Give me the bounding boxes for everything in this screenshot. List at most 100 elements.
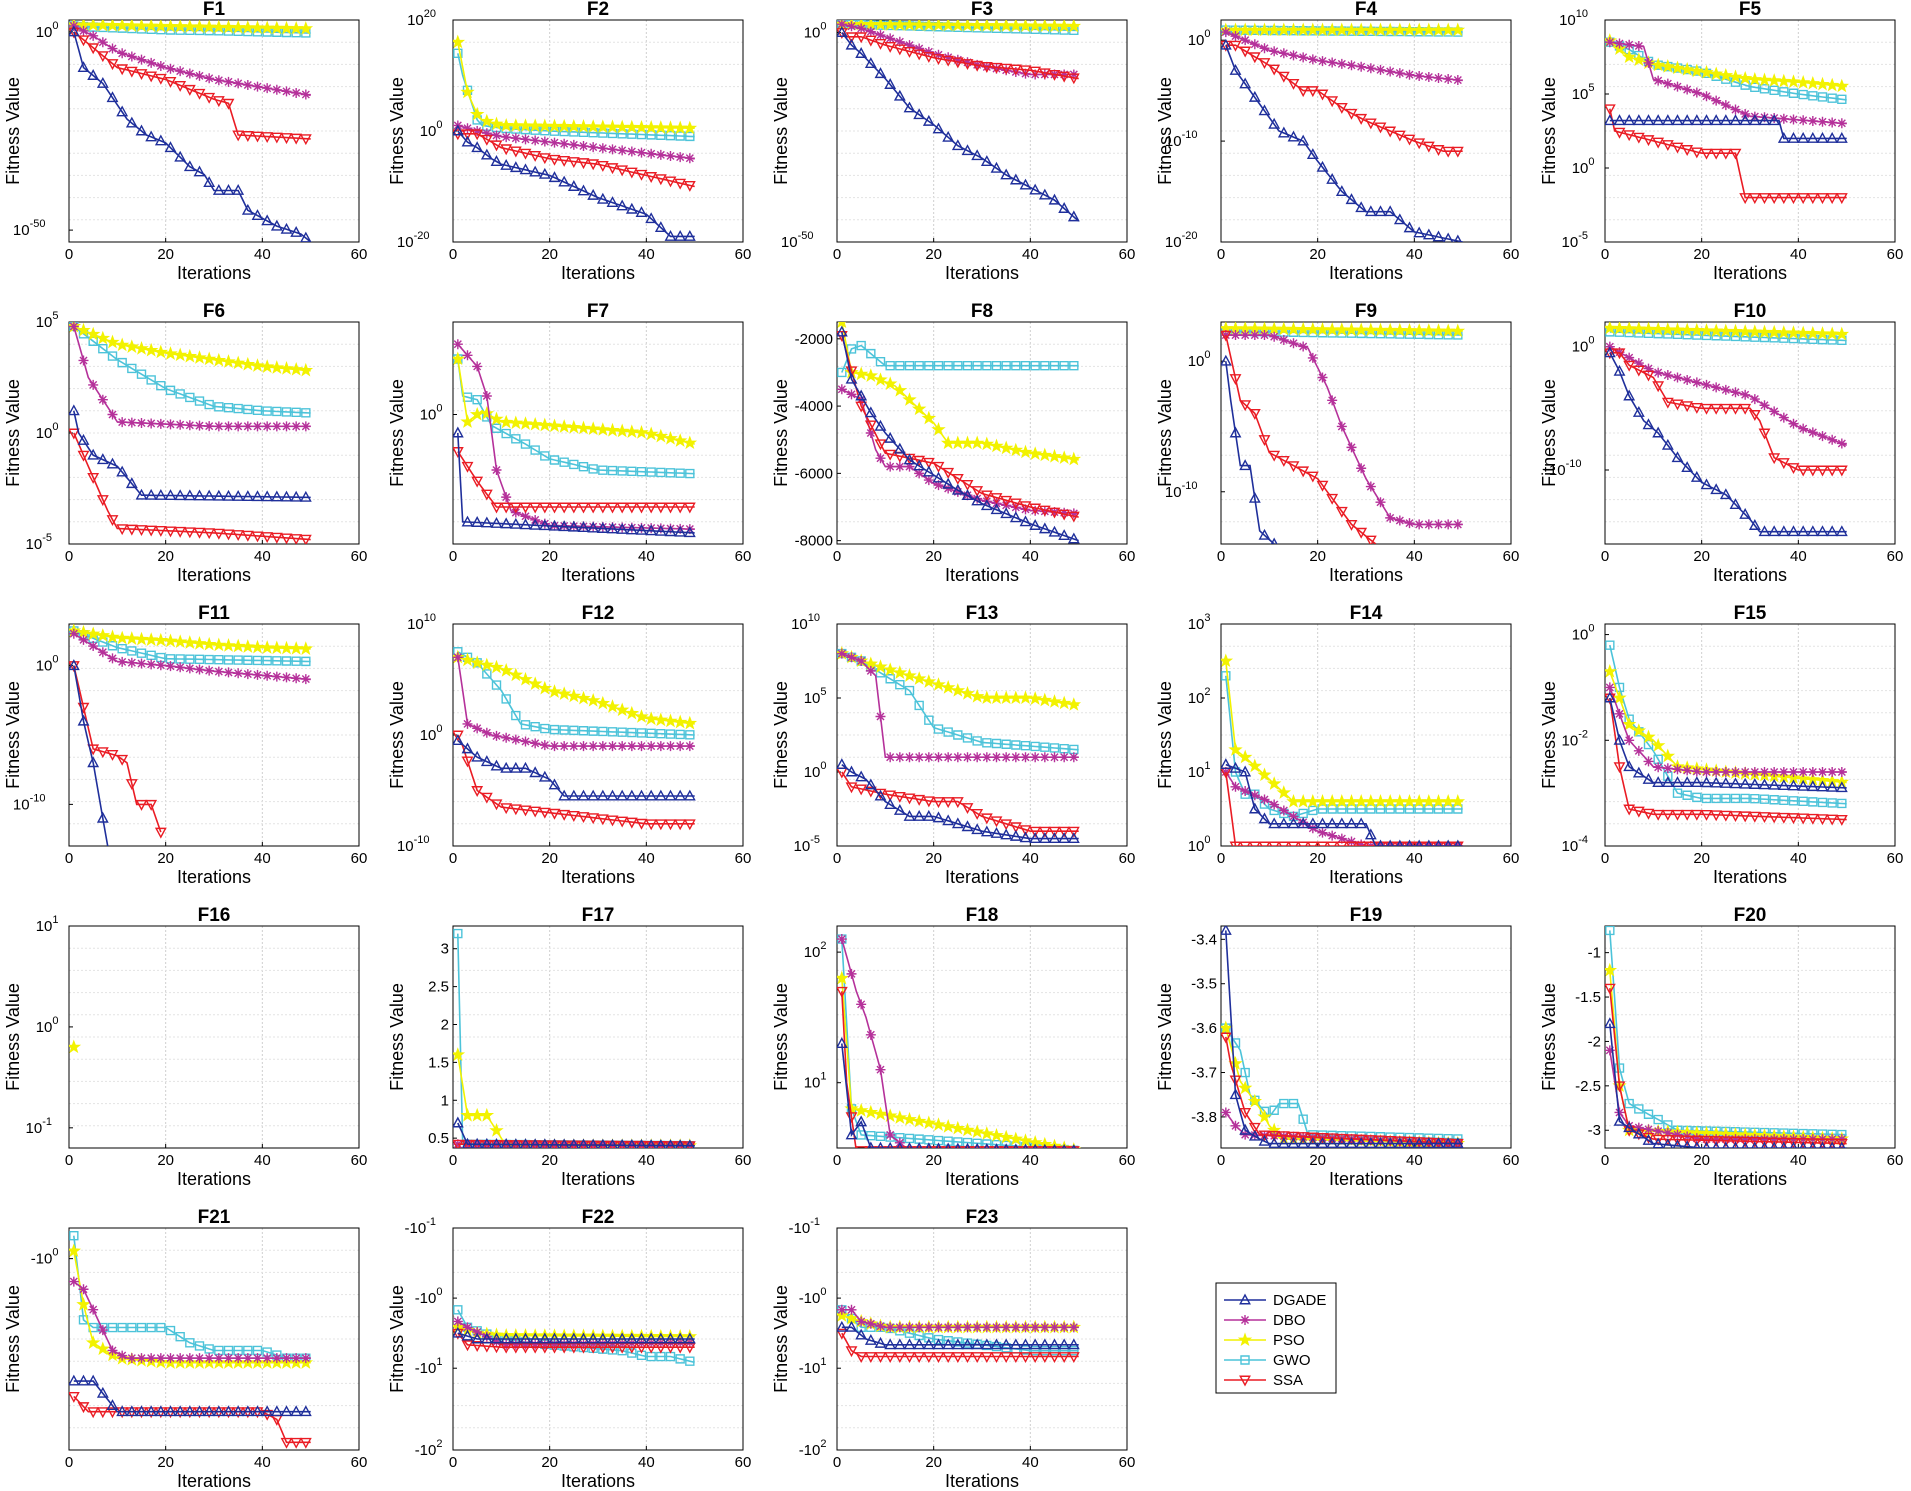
marker-ssa xyxy=(1067,73,1080,85)
y-tick-label: 102 xyxy=(1188,686,1211,707)
marker-ssa xyxy=(932,461,945,473)
marker-dbo xyxy=(914,43,925,54)
y-axis-label: Fitness Value xyxy=(1155,983,1175,1091)
y-tick-label: -101 xyxy=(799,1356,827,1377)
marker-gwo xyxy=(837,648,847,659)
marker-dgade xyxy=(1719,776,1732,788)
marker-dgade xyxy=(674,525,687,537)
marker-gwo xyxy=(291,656,301,666)
marker-ssa xyxy=(932,1146,945,1148)
x-tick-label: 0 xyxy=(833,246,841,263)
marker-dgade xyxy=(1287,817,1300,829)
marker-dgade xyxy=(961,489,974,501)
marker-ssa xyxy=(1229,1075,1242,1087)
marker-dbo xyxy=(1827,434,1838,445)
y-axis-label: Fitness Value xyxy=(387,1285,407,1393)
marker-dbo xyxy=(1423,72,1434,83)
marker-dgade xyxy=(1258,1134,1271,1146)
marker-ssa xyxy=(990,1146,1003,1148)
marker-ssa xyxy=(922,1352,935,1363)
marker-dbo xyxy=(1259,43,1270,54)
marker-gwo xyxy=(665,729,676,739)
x-axis-label: Iterations xyxy=(945,1471,1019,1491)
marker-ssa xyxy=(1816,814,1829,826)
x-tick-label: 60 xyxy=(351,548,368,565)
marker-dbo xyxy=(271,671,282,682)
marker-ssa xyxy=(855,401,868,413)
marker-dgade xyxy=(261,214,274,226)
y-tick-exponent: 1 xyxy=(820,1071,826,1083)
marker-ssa xyxy=(884,41,897,53)
marker-ssa xyxy=(1739,193,1752,205)
y-tick-label: 10-5 xyxy=(1562,230,1588,251)
marker-gwo xyxy=(875,356,886,367)
marker-ssa xyxy=(1613,127,1626,139)
x-tick-label: 0 xyxy=(1217,246,1225,263)
marker-ssa xyxy=(154,73,167,85)
marker-gwo xyxy=(685,131,695,142)
marker-dgade xyxy=(539,1138,551,1148)
x-tick-label: 60 xyxy=(735,1152,752,1169)
marker-ssa xyxy=(645,502,658,514)
marker-ssa xyxy=(154,526,167,537)
marker-pso xyxy=(1037,692,1053,707)
marker-gwo xyxy=(204,654,214,665)
marker-dgade xyxy=(471,750,484,762)
marker-dbo xyxy=(1711,382,1722,393)
marker-gwo xyxy=(1663,1120,1673,1130)
marker-pso xyxy=(556,419,572,433)
marker-ssa xyxy=(942,1146,955,1148)
y-axis-label: Fitness Value xyxy=(1539,379,1559,487)
marker-dbo xyxy=(981,752,992,763)
y-axis-label: Fitness Value xyxy=(1539,681,1559,789)
x-tick-label: 20 xyxy=(541,1454,558,1471)
marker-ssa xyxy=(261,532,274,544)
marker-dgade xyxy=(1376,839,1385,846)
marker-gwo xyxy=(1288,1098,1299,1109)
subplot-title: F1 xyxy=(203,0,226,20)
marker-ssa xyxy=(1826,465,1839,477)
marker-dbo xyxy=(262,421,273,432)
marker-gwo xyxy=(185,1338,195,1348)
marker-dbo xyxy=(530,135,541,146)
marker-ssa xyxy=(942,797,955,809)
marker-dbo xyxy=(952,486,963,497)
marker-pso xyxy=(682,120,698,135)
marker-dbo xyxy=(300,1353,311,1364)
marker-dbo xyxy=(1317,56,1328,67)
marker-gwo xyxy=(107,1322,118,1333)
marker-ssa xyxy=(596,502,609,514)
marker-pso xyxy=(1679,62,1695,76)
marker-gwo xyxy=(846,1313,857,1324)
marker-dgade xyxy=(1671,451,1684,463)
marker-pso xyxy=(95,1341,111,1356)
marker-dbo xyxy=(885,461,896,472)
marker-ssa xyxy=(280,133,293,145)
y-tick-exponent: 0 xyxy=(436,1286,442,1298)
marker-ssa xyxy=(1316,1132,1329,1144)
subplot-title: F21 xyxy=(198,1207,231,1228)
marker-dgade xyxy=(1835,525,1848,537)
marker-ssa xyxy=(971,60,984,72)
marker-pso xyxy=(211,352,227,367)
marker-dgade xyxy=(1710,776,1723,788)
marker-dgade xyxy=(942,477,955,489)
marker-dgade xyxy=(1009,1338,1022,1350)
marker-dgade xyxy=(645,1332,658,1344)
marker-pso xyxy=(682,435,698,450)
y-tick-exponent: 2 xyxy=(820,940,826,952)
marker-pso xyxy=(1689,63,1705,78)
marker-pso xyxy=(105,629,120,644)
marker-ssa xyxy=(1326,1133,1339,1145)
marker-dbo xyxy=(281,421,292,432)
marker-dgade xyxy=(1661,776,1674,788)
marker-gwo xyxy=(136,369,147,379)
marker-dbo xyxy=(184,68,195,79)
y-tick-label: 100 xyxy=(36,1015,59,1036)
marker-dgade xyxy=(874,789,887,801)
marker-ssa xyxy=(1826,1138,1839,1148)
marker-ssa xyxy=(654,502,667,514)
marker-pso xyxy=(69,1243,82,1258)
marker-dgade xyxy=(135,1405,148,1417)
marker-dbo xyxy=(262,1353,273,1364)
